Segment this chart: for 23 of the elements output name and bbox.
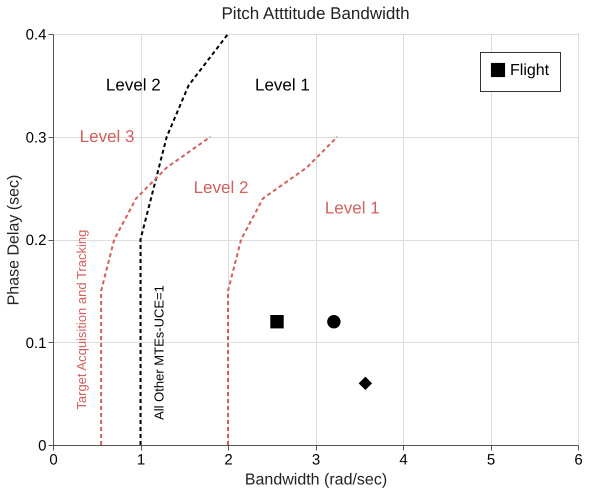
x-axis-title: Bandwidth (rad/sec) <box>244 472 388 488</box>
annotation: Level 2 <box>106 75 161 94</box>
x-tick-label: 2 <box>224 452 233 468</box>
annotation: Level 2 <box>194 178 248 198</box>
y-tick-label: 0.2 <box>26 232 46 249</box>
x-tick-label: 5 <box>486 452 496 468</box>
annotation: Level 1 <box>255 75 310 94</box>
y-tick-label: 0.1 <box>26 334 46 352</box>
annotation: Level 1 <box>324 198 380 218</box>
annotation: Target Acquisition and Tracking <box>74 230 89 410</box>
annotation: All Other MTEs-UCE=1 <box>152 285 167 420</box>
y-tick-label: 0.4 <box>26 26 46 44</box>
y-tick-label: 0.3 <box>26 129 46 146</box>
y-tick-label: 0 <box>38 438 46 454</box>
x-tick-label: 1 <box>136 452 146 468</box>
legend-label: Flight <box>510 62 550 79</box>
x-tick-label: 4 <box>399 452 408 468</box>
x-tick-label: 0 <box>49 452 58 468</box>
y-axis-title: Phase Delay (sec) <box>6 174 23 306</box>
annotation: Level 3 <box>80 126 134 146</box>
chart-title: Pitch Atttitude Bandwidth <box>221 4 410 23</box>
x-tick-label: 3 <box>312 452 320 468</box>
x-tick-label: 6 <box>574 452 583 468</box>
